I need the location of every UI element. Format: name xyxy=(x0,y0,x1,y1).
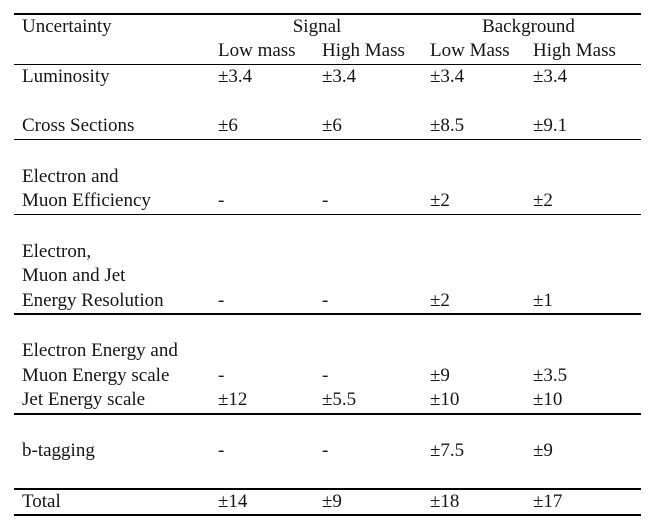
value-background-low: ±2 xyxy=(430,190,450,212)
row-label: Cross Sections xyxy=(22,115,135,137)
row-label: Electron and xyxy=(22,165,119,187)
subheader-background-high-mass: High Mass xyxy=(533,40,616,62)
value-signal-low: - xyxy=(218,440,225,462)
value-background-low xyxy=(430,264,533,289)
section-rule xyxy=(14,412,641,415)
row-energy-resolution-line1: Electron, xyxy=(14,240,641,265)
column-group-signal: Signal xyxy=(292,15,342,37)
row-energy-scale-line2: Muon Energy scale - - ±9 ±3.5 xyxy=(14,364,641,389)
value-signal-low: ±14 xyxy=(218,490,248,512)
subheader-empty xyxy=(14,39,218,64)
value-signal-high: - xyxy=(322,190,329,212)
row-label: Muon Efficiency xyxy=(22,190,151,212)
row-label: Muon and Jet xyxy=(22,265,126,287)
value-background-high: ±17 xyxy=(533,490,563,512)
value-signal-high: - xyxy=(322,440,329,462)
row-jet-energy-scale: Jet Energy scale ±12 ±5.5 ±10 ±10 xyxy=(14,388,641,413)
value-signal-high: ±5.5 xyxy=(322,389,357,411)
row-energy-resolution-line3: Energy Resolution - - ±2 ±1 xyxy=(14,289,641,314)
value-background-high: ±2 xyxy=(533,190,553,212)
value-background-high xyxy=(533,165,641,190)
row-label: b-tagging xyxy=(22,440,95,462)
row-energy-resolution-line2: Muon and Jet xyxy=(14,264,641,289)
value-background-low: ±3.4 xyxy=(430,66,465,88)
spacer-row xyxy=(14,140,641,165)
value-signal-high: ±9 xyxy=(322,490,342,512)
row-label: Electron, xyxy=(22,240,92,262)
row-label: Energy Resolution xyxy=(22,289,164,311)
row-cross-sections: Cross Sections ±6 ±6 ±8.5 ±9.1 xyxy=(14,114,641,139)
value-signal-high: ±6 xyxy=(322,115,342,137)
value-signal-low: ±12 xyxy=(218,389,248,411)
header-sub-row: Low mass High Mass Low Mass High Mass xyxy=(14,39,641,64)
value-signal-low xyxy=(218,339,322,364)
subheader-signal-high-mass: High Mass xyxy=(322,40,405,62)
value-signal-high: - xyxy=(322,364,329,386)
section-rule xyxy=(14,313,641,315)
value-signal-low: ±3.4 xyxy=(218,66,253,88)
value-background-high xyxy=(533,339,641,364)
value-background-low xyxy=(430,165,533,190)
value-background-high: ±3.4 xyxy=(533,66,568,88)
uncertainty-table: Uncertainty Signal Background Low mass H… xyxy=(14,13,641,516)
row-electron-muon-efficiency-line2: Muon Efficiency - - ±2 ±2 xyxy=(14,189,641,214)
row-label: Muon Energy scale xyxy=(22,364,170,386)
spacer-row xyxy=(14,90,641,115)
value-background-low: ±7.5 xyxy=(430,440,465,462)
value-background-low: ±2 xyxy=(430,289,450,311)
value-signal-high xyxy=(322,240,430,265)
column-header-uncertainty: Uncertainty xyxy=(22,15,112,37)
section-rule xyxy=(14,488,641,490)
row-energy-scale-line1: Electron Energy and xyxy=(14,339,641,364)
row-total: Total ±14 ±9 ±18 ±17 xyxy=(14,490,641,515)
value-background-low: ±8.5 xyxy=(430,115,465,137)
subheader-signal-low-mass: Low mass xyxy=(218,40,296,62)
value-signal-high xyxy=(322,339,430,364)
column-group-background: Background xyxy=(482,15,575,37)
value-background-high: ±9.1 xyxy=(533,115,568,137)
value-signal-high: ±3.4 xyxy=(322,66,357,88)
bottom-rule xyxy=(14,514,641,516)
spacer-row xyxy=(14,415,641,440)
value-background-high xyxy=(533,264,641,289)
value-signal-low: - xyxy=(218,364,225,386)
value-background-low: ±10 xyxy=(430,389,460,411)
value-signal-low xyxy=(218,264,322,289)
value-background-high: ±3.5 xyxy=(533,364,568,386)
row-label: Luminosity xyxy=(22,66,110,88)
row-luminosity: Luminosity ±3.4 ±3.4 ±3.4 ±3.4 xyxy=(14,65,641,90)
row-label: Total xyxy=(22,490,61,512)
spacer-row xyxy=(14,215,641,240)
row-electron-muon-efficiency-line1: Electron and xyxy=(14,165,641,190)
top-rule xyxy=(14,13,641,15)
row-label: Electron Energy and xyxy=(22,340,178,362)
value-signal-low xyxy=(218,165,322,190)
value-background-high: ±10 xyxy=(533,389,563,411)
value-background-low: ±9 xyxy=(430,364,450,386)
value-background-low xyxy=(430,240,533,265)
value-signal-high xyxy=(322,165,430,190)
section-rule xyxy=(14,138,641,141)
value-background-low xyxy=(430,339,533,364)
value-signal-high xyxy=(322,264,430,289)
subheader-background-low-mass: Low Mass xyxy=(430,40,510,62)
value-signal-high: - xyxy=(322,289,329,311)
spacer-row xyxy=(14,315,641,340)
spacer-row xyxy=(14,464,641,489)
value-background-low: ±18 xyxy=(430,490,460,512)
row-b-tagging: b-tagging - - ±7.5 ±9 xyxy=(14,439,641,464)
value-signal-low: ±6 xyxy=(218,115,238,137)
value-signal-low: - xyxy=(218,289,225,311)
value-signal-low xyxy=(218,240,322,265)
value-background-high: ±9 xyxy=(533,440,553,462)
value-background-high: ±1 xyxy=(533,289,553,311)
value-background-high xyxy=(533,240,641,265)
row-label: Jet Energy scale xyxy=(22,389,146,411)
section-rule xyxy=(14,213,641,216)
header-group-row: Uncertainty Signal Background xyxy=(14,15,641,40)
header-rule xyxy=(14,63,641,66)
value-signal-low: - xyxy=(218,190,225,212)
